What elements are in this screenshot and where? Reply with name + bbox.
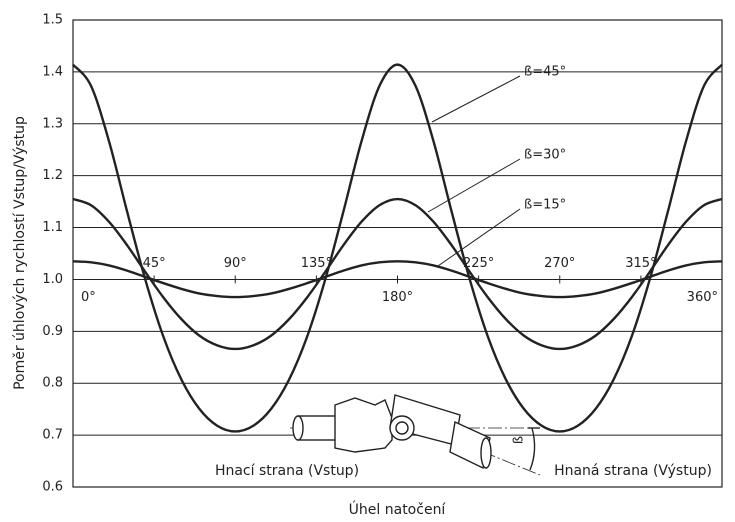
series-label: ß=30° <box>524 148 566 163</box>
x-tick-label: 45° <box>143 256 166 271</box>
y-tick-label: 1.0 <box>42 272 63 287</box>
series-label: ß=45° <box>524 65 566 80</box>
series-line <box>73 199 722 349</box>
chart: Poměr úhlových rychlostí Vstup/Výstup Úh… <box>0 0 735 522</box>
input-label: Hnací strana (Vstup) <box>215 463 359 479</box>
leader-line <box>432 76 520 122</box>
y-tick-label: 0.7 <box>42 428 63 443</box>
output-label: Hnaná strana (Výstup) <box>554 463 712 479</box>
leader-line <box>428 159 520 212</box>
x-tick-label: 0° <box>81 290 96 305</box>
x-tick-label: 180° <box>382 290 413 305</box>
y-tick-label: 1.3 <box>42 116 63 131</box>
series-line <box>73 65 722 432</box>
y-tick-label: 0.9 <box>42 324 63 339</box>
y-tick-label: 0.8 <box>42 376 63 391</box>
y-tick-label: 1.1 <box>42 220 63 235</box>
y-tick-label: 0.6 <box>42 480 63 495</box>
series-label: ß=15° <box>524 198 566 213</box>
y-tick-label: 1.5 <box>42 13 63 28</box>
x-tick-label: 360° <box>687 290 718 305</box>
y-tick-label: 1.2 <box>42 168 63 183</box>
x-axis-label: Úhel natočení <box>349 500 447 518</box>
x-tick-label: 270° <box>544 256 575 271</box>
y-tick-label: 1.4 <box>42 64 63 79</box>
angle-label: ß <box>512 436 527 444</box>
x-tick-label: 90° <box>224 256 247 271</box>
y-axis-label: Poměr úhlových rychlostí Vstup/Výstup <box>12 116 28 390</box>
